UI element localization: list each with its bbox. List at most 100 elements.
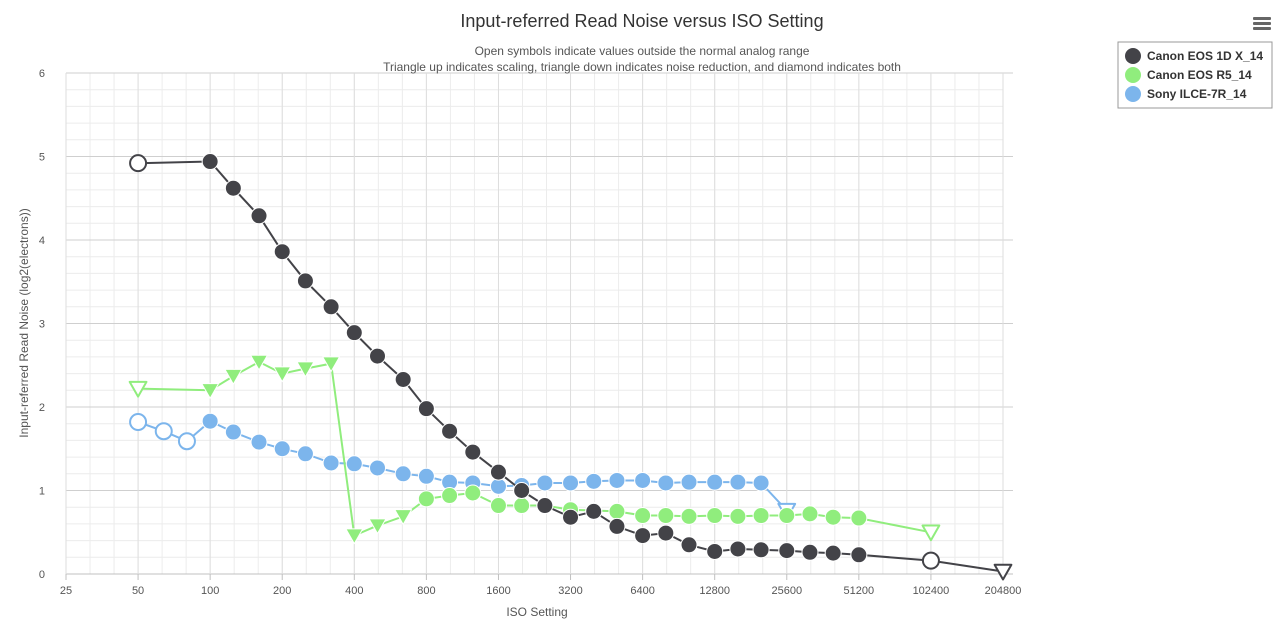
x-tick-label: 400 bbox=[345, 585, 363, 597]
y-tick-label: 5 bbox=[39, 152, 45, 164]
point-marker[interactable] bbox=[464, 484, 482, 502]
point-marker[interactable] bbox=[369, 347, 387, 365]
point-marker[interactable] bbox=[801, 543, 819, 561]
point-marker[interactable] bbox=[394, 509, 413, 525]
point-marker[interactable] bbox=[778, 542, 796, 560]
point-marker[interactable] bbox=[273, 243, 291, 261]
point-marker[interactable] bbox=[680, 473, 698, 491]
y-axis-title: Input-referred Read Noise (log2(electron… bbox=[17, 208, 31, 437]
point-marker[interactable] bbox=[608, 517, 626, 535]
point-marker[interactable] bbox=[154, 422, 173, 441]
axes: 0 1 2 3 4 5 6 25 50 100 200 400 800 1600 3200 6400 12800… bbox=[39, 68, 1021, 597]
point-marker[interactable] bbox=[824, 544, 842, 562]
point-marker[interactable] bbox=[752, 474, 770, 492]
point-marker[interactable] bbox=[562, 474, 580, 492]
point-marker[interactable] bbox=[562, 508, 580, 526]
point-marker[interactable] bbox=[296, 272, 314, 290]
point-marker[interactable] bbox=[634, 471, 652, 489]
menu-bar-middle bbox=[1253, 22, 1271, 25]
point-marker[interactable] bbox=[489, 477, 507, 495]
legend-item-label[interactable]: Canon EOS R5_14 bbox=[1147, 68, 1252, 82]
point-marker[interactable] bbox=[706, 542, 724, 560]
point-marker[interactable] bbox=[345, 528, 364, 545]
legend-item-label[interactable]: Sony ILCE-7R_14 bbox=[1147, 87, 1247, 101]
point-marker[interactable] bbox=[921, 524, 941, 542]
point-marker[interactable] bbox=[224, 423, 242, 441]
point-marker[interactable] bbox=[489, 463, 507, 481]
point-marker[interactable] bbox=[729, 540, 747, 558]
series-line bbox=[137, 420, 788, 512]
point-marker[interactable] bbox=[250, 207, 268, 225]
legend-box bbox=[1117, 41, 1273, 109]
point-marker[interactable] bbox=[634, 527, 652, 545]
point-marker[interactable] bbox=[369, 459, 387, 477]
point-marker[interactable] bbox=[273, 366, 292, 383]
point-marker[interactable] bbox=[993, 563, 1013, 581]
point-marker[interactable] bbox=[345, 455, 363, 473]
point-marker[interactable] bbox=[296, 445, 314, 463]
point-marker[interactable] bbox=[680, 507, 698, 525]
point-marker[interactable] bbox=[608, 471, 626, 489]
point-marker[interactable] bbox=[417, 467, 435, 485]
point-marker[interactable] bbox=[657, 524, 675, 542]
hamburger-menu-icon[interactable] bbox=[1250, 12, 1272, 34]
point-marker[interactable] bbox=[441, 487, 459, 505]
point-marker[interactable] bbox=[850, 546, 868, 564]
point-marker[interactable] bbox=[657, 474, 675, 492]
point-marker[interactable] bbox=[729, 507, 747, 525]
point-marker[interactable] bbox=[778, 507, 796, 525]
point-marker[interactable] bbox=[752, 507, 770, 525]
point-marker[interactable] bbox=[224, 179, 242, 197]
point-marker[interactable] bbox=[850, 509, 868, 527]
point-marker[interactable] bbox=[322, 454, 340, 472]
point-marker[interactable] bbox=[224, 368, 243, 385]
point-marker[interactable] bbox=[801, 505, 819, 523]
point-marker[interactable] bbox=[513, 497, 531, 515]
point-marker[interactable] bbox=[129, 413, 148, 432]
point-marker[interactable] bbox=[129, 154, 148, 173]
series-2 bbox=[129, 412, 797, 520]
point-marker[interactable] bbox=[201, 412, 219, 430]
point-marker[interactable] bbox=[657, 507, 675, 525]
y-tick-label: 1 bbox=[39, 486, 45, 498]
point-marker[interactable] bbox=[585, 472, 603, 490]
point-marker[interactable] bbox=[634, 507, 652, 525]
legend: Canon EOS 1D X_14 Canon EOS R5_14 Sony ILC… bbox=[1117, 41, 1273, 109]
point-marker[interactable] bbox=[536, 474, 554, 492]
point-marker[interactable] bbox=[296, 361, 315, 378]
point-marker[interactable] bbox=[608, 502, 626, 520]
point-marker[interactable] bbox=[752, 541, 770, 559]
legend-item-label[interactable]: Canon EOS 1D X_14 bbox=[1147, 49, 1263, 63]
point-marker[interactable] bbox=[513, 482, 531, 499]
point-marker[interactable] bbox=[273, 440, 291, 458]
point-marker[interactable] bbox=[201, 153, 219, 171]
point-marker[interactable] bbox=[464, 443, 482, 461]
point-marker[interactable] bbox=[706, 507, 724, 525]
point-marker[interactable] bbox=[345, 324, 363, 342]
point-marker[interactable] bbox=[322, 298, 340, 316]
point-marker[interactable] bbox=[680, 536, 698, 554]
point-marker[interactable] bbox=[536, 497, 554, 515]
x-tick-label: 1600 bbox=[486, 585, 510, 597]
series-1 bbox=[128, 354, 941, 545]
point-marker[interactable] bbox=[250, 354, 268, 371]
point-marker[interactable] bbox=[706, 473, 724, 491]
point-marker[interactable] bbox=[921, 551, 940, 570]
point-marker[interactable] bbox=[368, 518, 387, 535]
x-axis-title: ISO Setting bbox=[506, 605, 567, 619]
point-marker[interactable] bbox=[177, 432, 196, 451]
point-marker[interactable] bbox=[417, 400, 435, 418]
point-marker[interactable] bbox=[824, 508, 842, 526]
point-marker[interactable] bbox=[322, 356, 341, 373]
point-marker[interactable] bbox=[417, 490, 435, 508]
point-marker[interactable] bbox=[201, 383, 220, 399]
point-marker[interactable] bbox=[729, 473, 747, 491]
point-marker[interactable] bbox=[394, 465, 412, 483]
point-marker[interactable] bbox=[585, 502, 603, 520]
point-marker[interactable] bbox=[394, 370, 412, 388]
x-tick-label: 12800 bbox=[699, 585, 730, 597]
point-marker[interactable] bbox=[489, 497, 507, 515]
point-marker[interactable] bbox=[250, 433, 268, 451]
point-marker[interactable] bbox=[128, 380, 148, 398]
point-marker[interactable] bbox=[441, 422, 459, 440]
